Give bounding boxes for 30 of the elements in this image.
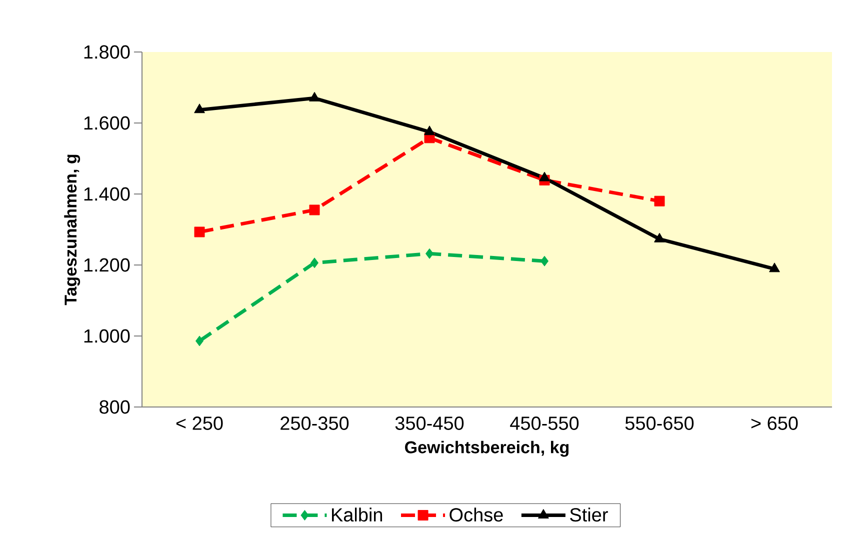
x-tick-label: > 650 xyxy=(751,416,798,430)
legend-label: Ochse xyxy=(450,508,503,522)
point xyxy=(424,126,435,136)
point xyxy=(540,256,548,266)
legend-label: Kalbin xyxy=(332,508,382,522)
x-tick-label: < 250 xyxy=(176,416,223,430)
x-axis-title: Gewichtsbereich, kg xyxy=(405,440,569,457)
point xyxy=(310,258,319,268)
y-tick-label: 1.600 xyxy=(84,116,130,130)
point xyxy=(654,196,665,206)
point xyxy=(539,172,550,182)
point xyxy=(309,204,320,216)
x-tick-label: 550-650 xyxy=(625,416,694,430)
x-tick-label: 250-350 xyxy=(280,416,349,430)
y-tick-label: 1.000 xyxy=(84,329,130,343)
point xyxy=(194,226,205,238)
y-tick-label: 1.200 xyxy=(84,258,130,272)
point xyxy=(196,336,204,346)
x-tick-label: 450-550 xyxy=(510,416,579,430)
y-axis-title: Tageszunahmen, g xyxy=(64,154,80,306)
y-tick-label: 1.800 xyxy=(84,45,130,59)
x-tick-label: 350-450 xyxy=(395,416,464,430)
legend-label: Stier xyxy=(570,508,608,522)
point xyxy=(194,104,205,114)
y-tick-label: 1.400 xyxy=(84,187,130,201)
point xyxy=(654,232,665,242)
point xyxy=(769,262,780,272)
point xyxy=(309,92,320,102)
point xyxy=(426,248,434,259)
y-tick-label: 800 xyxy=(100,400,130,414)
